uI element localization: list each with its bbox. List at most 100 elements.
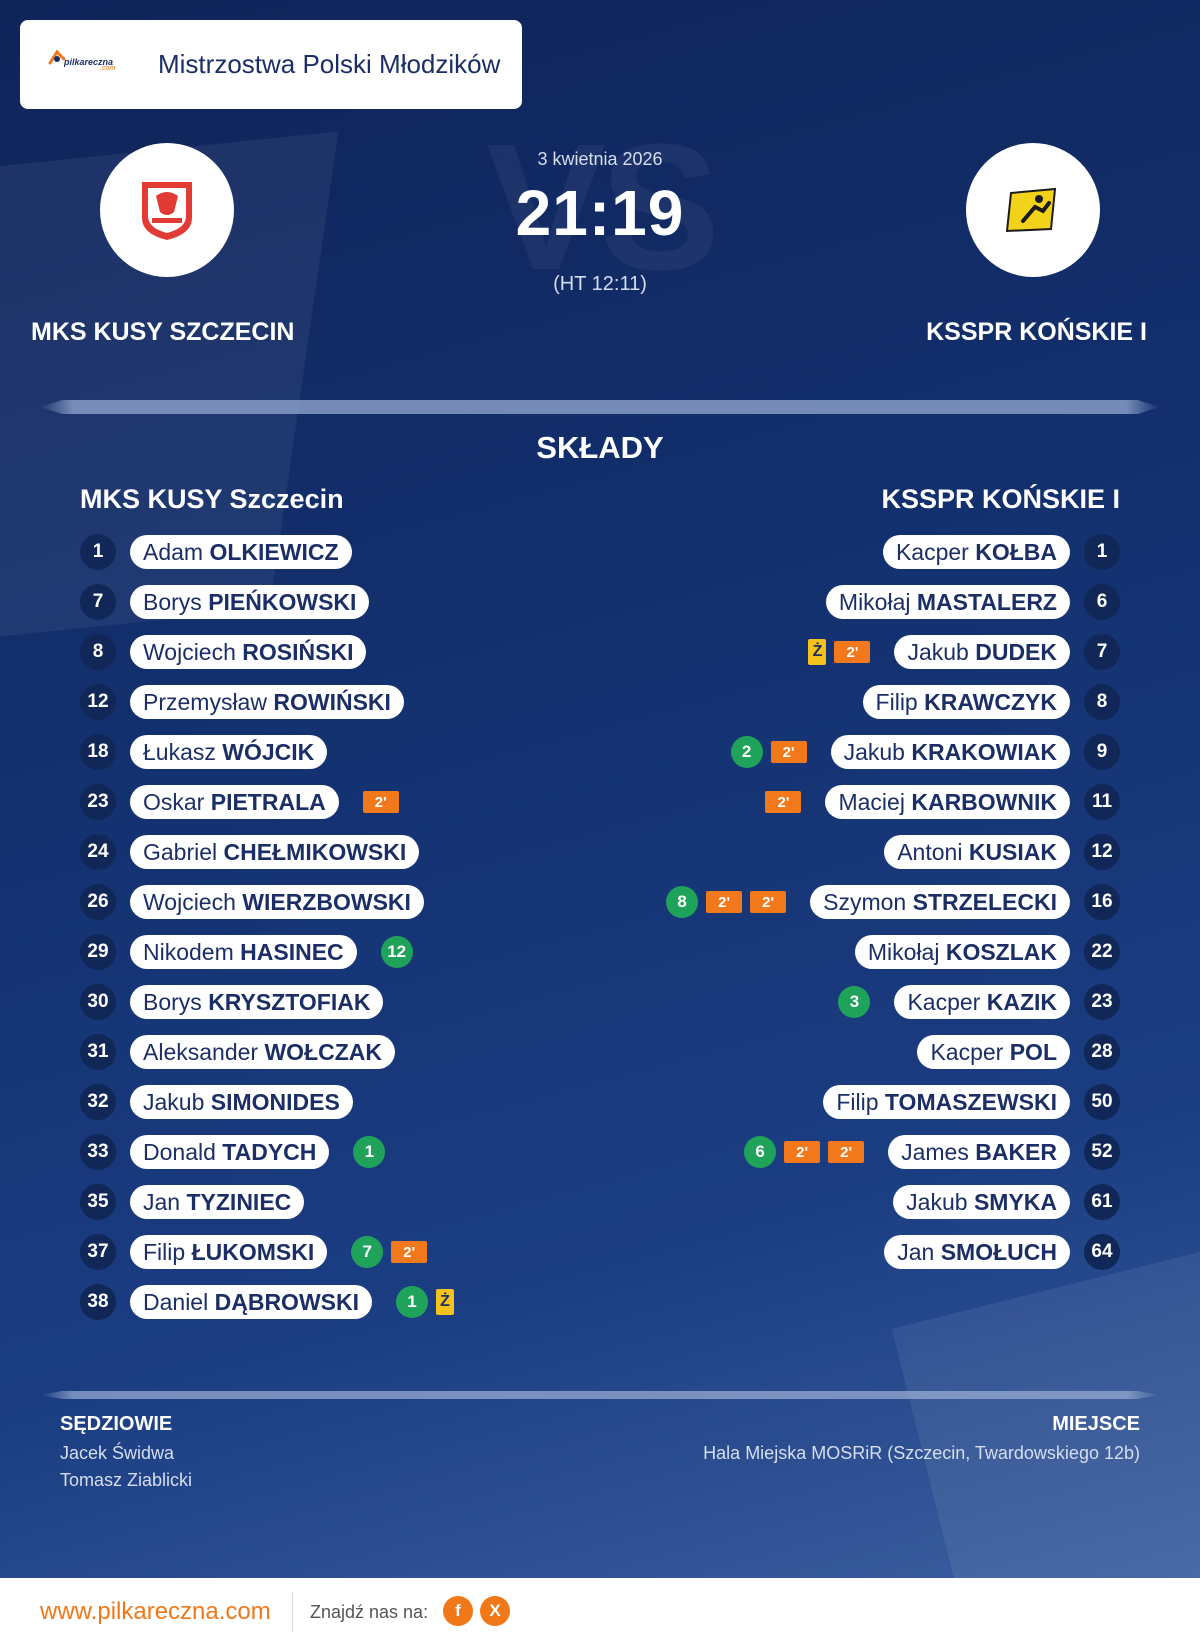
- player-first-name: Wojciech: [143, 889, 236, 915]
- home-player-row[interactable]: 29 Nikodem HASINEC 12: [80, 927, 680, 977]
- player-name: Mikołaj MASTALERZ: [825, 585, 1070, 619]
- player-first-name: Gabriel: [143, 839, 218, 865]
- home-player-row[interactable]: 38 Daniel DĄBROWSKI 1 Ż: [80, 1277, 680, 1327]
- player-name: Aleksander WOŁCZAK: [130, 1035, 395, 1069]
- away-player-row[interactable]: Jan SMOŁUCH 64: [520, 1227, 1120, 1277]
- player-first-name: Kacper: [930, 1039, 1004, 1065]
- player-name: Kacper KAZIK: [894, 985, 1070, 1019]
- player-name: Jakub KRAKOWIAK: [830, 735, 1070, 769]
- suspension-badge: 2': [362, 791, 399, 813]
- logo-text: pilkareczna: [64, 57, 114, 67]
- player-name: Borys PIEŃKOWSKI: [130, 585, 370, 619]
- player-events: 3: [838, 986, 871, 1018]
- away-player-row[interactable]: Kacper POL 28: [520, 1027, 1120, 1077]
- x-icon[interactable]: X: [480, 1596, 510, 1626]
- player-last-name: KUSIAK: [968, 839, 1057, 865]
- away-player-row[interactable]: 2 2' Jakub KRAKOWIAK 9: [520, 727, 1120, 777]
- away-player-row[interactable]: Ż 2' Jakub DUDEK 7: [520, 627, 1120, 677]
- player-events: 2 2': [730, 736, 807, 768]
- player-last-name: TOMASZEWSKI: [884, 1089, 1057, 1115]
- kusy-crest-icon: [142, 182, 192, 240]
- suspension-badge: 2': [770, 741, 807, 763]
- player-name: Jakub DUDEK: [894, 635, 1070, 669]
- player-first-name: Nikodem: [143, 939, 234, 965]
- player-last-name: OLKIEWICZ: [209, 539, 339, 565]
- home-player-row[interactable]: 18 Łukasz WÓJCIK: [80, 727, 680, 777]
- footer-separator: [292, 1592, 293, 1632]
- player-number: 37: [80, 1234, 116, 1270]
- player-number: 18: [80, 734, 116, 770]
- player-number: 26: [80, 884, 116, 920]
- goals-badge: 7: [351, 1236, 384, 1268]
- away-player-row[interactable]: Filip KRAWCZYK 8: [520, 677, 1120, 727]
- home-player-row[interactable]: 12 Przemysław ROWIŃSKI: [80, 677, 680, 727]
- player-number: 7: [1084, 634, 1120, 670]
- away-team-crest[interactable]: [966, 143, 1100, 277]
- website-link[interactable]: www.pilkareczna.com: [40, 1598, 271, 1625]
- player-events: 1: [353, 1136, 386, 1168]
- away-player-row[interactable]: Kacper KOŁBA 1: [520, 527, 1120, 577]
- home-player-row[interactable]: 8 Wojciech ROSIŃSKI: [80, 627, 680, 677]
- home-team-crest[interactable]: [100, 143, 234, 277]
- away-player-row[interactable]: Jakub SMYKA 61: [520, 1177, 1120, 1227]
- player-name: Donald TADYCH: [130, 1135, 330, 1169]
- player-events: 12: [380, 936, 413, 968]
- final-score: 21:19: [515, 177, 685, 249]
- player-name: Gabriel CHEŁMIKOWSKI: [130, 835, 420, 869]
- player-name: Filip ŁUKOMSKI: [130, 1235, 328, 1269]
- player-number: 8: [80, 634, 116, 670]
- home-player-row[interactable]: 24 Gabriel CHEŁMIKOWSKI: [80, 827, 680, 877]
- away-player-row[interactable]: 8 2' 2' Szymon STRZELECKI 16: [520, 877, 1120, 927]
- away-player-row[interactable]: Mikołaj MASTALERZ 6: [520, 577, 1120, 627]
- home-player-row[interactable]: 31 Aleksander WOŁCZAK: [80, 1027, 680, 1077]
- yellow-card-badge: Ż: [808, 639, 827, 665]
- match-card: VS pilkareczna .com Mistrzostwa Polski M…: [0, 0, 1200, 1578]
- player-name: Łukasz WÓJCIK: [130, 735, 328, 769]
- suspension-badge: 2': [750, 891, 787, 913]
- player-first-name: Łukasz: [143, 739, 216, 765]
- player-last-name: PIEŃKOWSKI: [208, 589, 357, 615]
- home-player-row[interactable]: 35 Jan TYZINIEC: [80, 1177, 680, 1227]
- player-number: 24: [80, 834, 116, 870]
- player-first-name: Donald: [143, 1139, 216, 1165]
- goals-badge: 8: [666, 886, 699, 918]
- player-events: 2': [765, 791, 802, 813]
- player-first-name: Mikołaj: [867, 939, 940, 965]
- player-name: Jan SMOŁUCH: [884, 1235, 1070, 1269]
- player-first-name: Mikołaj: [838, 589, 911, 615]
- player-name: Wojciech ROSIŃSKI: [130, 635, 367, 669]
- home-player-row[interactable]: 23 Oskar PIETRALA 2': [80, 777, 680, 827]
- player-last-name: PIETRALA: [210, 789, 326, 815]
- home-player-row[interactable]: 37 Filip ŁUKOMSKI 7 2': [80, 1227, 680, 1277]
- away-player-row[interactable]: 6 2' 2' James BAKER 52: [520, 1127, 1120, 1177]
- player-first-name: Filip: [836, 1089, 879, 1115]
- player-number: 64: [1084, 1234, 1120, 1270]
- competition-header: pilkareczna .com Mistrzostwa Polski Młod…: [20, 20, 522, 109]
- away-player-row[interactable]: Mikołaj KOSZLAK 22: [520, 927, 1120, 977]
- away-player-row[interactable]: Filip TOMASZEWSKI 50: [520, 1077, 1120, 1127]
- away-player-row[interactable]: 2' Maciej KARBOWNIK 11: [520, 777, 1120, 827]
- player-name: Nikodem HASINEC: [130, 935, 357, 969]
- home-player-row[interactable]: 1 Adam OLKIEWICZ: [80, 527, 680, 577]
- home-player-row[interactable]: 32 Jakub SIMONIDES: [80, 1077, 680, 1127]
- home-roster: 1 Adam OLKIEWICZ 7 Borys PIEŃKOWSKI 8 Wojciec…: [80, 527, 680, 1327]
- player-number: 23: [1084, 984, 1120, 1020]
- away-player-row[interactable]: 3 Kacper KAZIK 23: [520, 977, 1120, 1027]
- match-date: 3 kwietnia 2026: [537, 149, 663, 169]
- player-last-name: ROWIŃSKI: [273, 689, 391, 715]
- yellow-card-badge: Ż: [436, 1289, 454, 1315]
- home-player-row[interactable]: 30 Borys KRYSZTOFIAK: [80, 977, 680, 1027]
- home-player-row[interactable]: 33 Donald TADYCH 1: [80, 1127, 680, 1177]
- home-player-row[interactable]: 7 Borys PIEŃKOWSKI: [80, 577, 680, 627]
- player-first-name: Antoni: [897, 839, 963, 865]
- facebook-icon[interactable]: f: [443, 1596, 473, 1626]
- player-number: 8: [1084, 684, 1120, 720]
- pilkareczna-logo[interactable]: pilkareczna .com: [48, 49, 122, 72]
- player-number: 33: [80, 1134, 116, 1170]
- away-player-row[interactable]: Antoni KUSIAK 12: [520, 827, 1120, 877]
- player-first-name: Wojciech: [143, 639, 236, 665]
- player-name: Filip TOMASZEWSKI: [823, 1085, 1070, 1119]
- player-number: 52: [1084, 1134, 1120, 1170]
- home-player-row[interactable]: 26 Wojciech WIERZBOWSKI: [80, 877, 680, 927]
